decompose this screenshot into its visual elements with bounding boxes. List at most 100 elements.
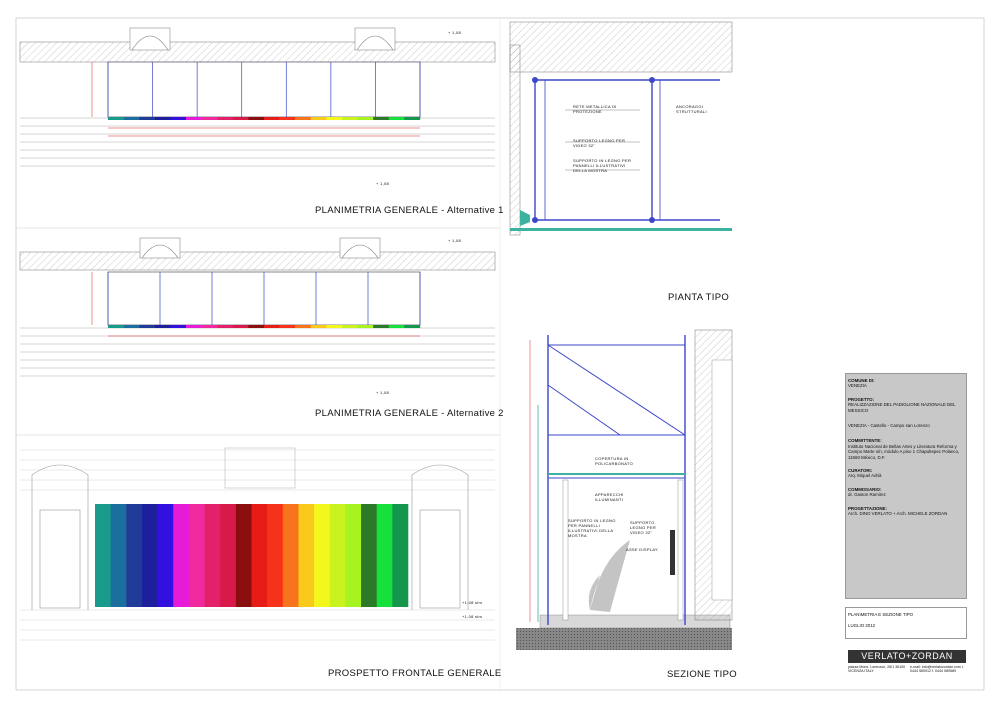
plan-color-band [186,325,202,328]
plan-color-band [326,325,343,328]
color-stripe [126,504,143,607]
titleblock-sheet-box [845,607,967,639]
plan-color-band [201,117,218,120]
plan-color-band [373,325,389,328]
plan-color-band [388,325,405,328]
tb-commissario: dr. Gaston Ramirez [848,492,886,498]
tb-progetto: REALIZZAZIONE DEL PADIGLIONE NAZIONALE D… [848,402,956,413]
titleblock-sheet: PLANIMETRIA E SEZIONE TIPO LUGLIO 2012 [848,612,966,629]
plan-color-band [232,325,249,328]
label-ancoraggi: ANCORAGGI STRUTTURALI [676,104,707,114]
front-elevation [20,447,495,641]
plan-color-band [217,117,233,120]
title-sezione: SEZIONE TIPO [667,669,737,680]
color-stripe [204,504,221,607]
color-stripe [95,504,111,607]
plan-color-band [357,117,374,120]
plan-color-band [108,117,124,120]
level-mark: + 1,08 [376,390,390,395]
tb-tavola: PLANIMETRIA E SEZIONE TIPO [848,612,914,617]
plan-color-band [279,325,296,328]
plan-color-band [170,117,187,120]
titleblock-panel [845,373,967,599]
plan-color-band [295,117,311,120]
label-supporto-pannelli: SUPPORTO IN LEGNO PER PANNELLI ILLUSTRAT… [573,158,632,173]
tb-committente-h: COMMITTENTE: [848,438,882,444]
plan-color-band [388,117,405,120]
level-mark: +1,08 slm [462,600,483,605]
section-detail [516,329,733,650]
color-stripe [298,504,315,607]
label-supporto-video-sez: SUPPORTO LEGNO PER VIDEO 32" [630,520,657,535]
color-stripe [267,504,284,607]
plan-color-band [139,325,155,328]
plan-color-band [170,325,187,328]
tb-curatori-h: CURATORI: [848,468,873,474]
stairs-2 [20,327,495,377]
title-alt1: PLANIMETRIA GENERALE - Alternative 1 [315,205,504,216]
color-stripe [110,504,127,607]
plan-color-band [342,325,358,328]
plan-color-band [139,117,155,120]
color-stripe [345,504,362,607]
tb-data: LUGLIO 2012 [848,623,876,629]
plan-color-band [123,117,140,120]
tb-curatori: Arq. Miquel Adrià [848,473,882,479]
plan-alternative-2 [19,237,496,377]
tb-commissario-h: COMMISSARIO: [848,486,882,492]
color-stripe [141,504,158,607]
title-pianta: PIANTA TIPO [668,292,730,303]
title-alt2: PLANIMETRIA GENERALE - Alternative 2 [315,408,504,419]
label-copertura: COPERTURA IN POLICARBONATO [595,456,633,466]
plan-color-band [154,325,171,328]
color-stripe [392,504,409,607]
plan-color-band [264,325,280,328]
plan-color-band [217,325,233,328]
stairs-1 [20,117,495,167]
color-stripe [188,504,205,607]
label-apparecchi: APPARECCHI ILLUMINANTI [595,492,624,502]
color-stripe [173,504,190,607]
studio-contacts: e-mail: info@verlatozordan.com t. 0444 5… [910,665,964,674]
plan-color-band [373,117,389,120]
plan-detail [509,21,733,236]
color-stripe [157,504,174,607]
plan-alternative-1 [19,27,496,167]
color-stripe [329,504,346,607]
title-prospetto: PROSPETTO FRONTALE GENERALE [328,668,502,679]
tb-progettazione-h: PROGETTAZIONE: [848,505,887,511]
plan-color-band [248,325,265,328]
label-supporto-pannelli-sez: SUPPORTO IN LEGNO PER PANNELLI ILLUSTRAT… [568,518,616,538]
color-stripes [95,504,409,607]
color-stripe [314,504,331,607]
color-stripe [220,504,237,607]
tb-luogo: VENEZIA - Castello - Campo san Lorenzo [848,423,930,429]
level-mark: + 1,08 [448,30,462,35]
tb-progettazione: Arch. DINO VERLATO + Arch. MICHELE ZORDA… [848,511,948,517]
level-mark: + 1,08 [376,181,390,186]
plan-color-band [232,117,249,120]
tb-comune-h: COMUNE DI: [848,378,875,383]
plan-color-band [123,325,140,328]
plan-color-band [279,117,296,120]
studio-logo: VERLATO+ZORDAN [848,650,966,663]
color-stripe [361,504,377,607]
plan-color-band [404,117,421,120]
plan-color-band [108,325,124,328]
plan-color-band [248,117,265,120]
titleblock-info: COMUNE DI: VENEZIA PROGETTO: REALIZZAZIO… [848,378,966,517]
color-stripe [282,504,299,607]
tb-committente: Instituto Nacional de Bellas Artes y Lit… [848,443,960,460]
level-mark: + 1,08 [448,238,462,243]
plan-color-band [310,325,327,328]
plan-color-band [201,325,218,328]
color-stripe [251,504,268,607]
plan-color-band [342,117,358,120]
plan-color-band [357,325,374,328]
tb-progetto-h: PROGETTO: [848,396,875,402]
plan-color-band [154,117,171,120]
label-asse: ASSE DISPLAY [626,547,658,552]
plan-color-band [295,325,311,328]
label-supporto-video: SUPPORTO LEGNO PER VIDEO 32" [573,138,626,148]
